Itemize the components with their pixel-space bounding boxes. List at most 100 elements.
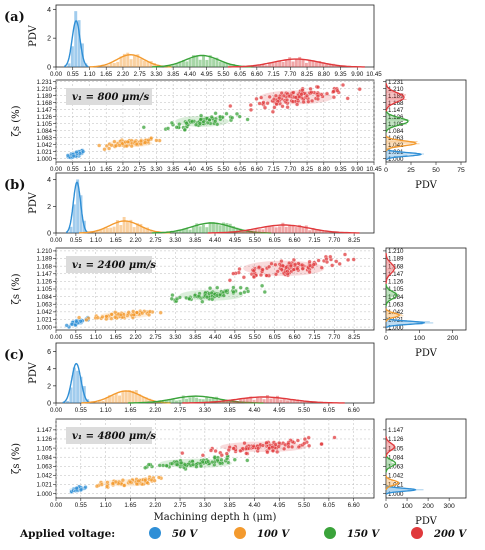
scatter-point <box>120 478 125 483</box>
main-xtick-label: 0.00 <box>50 334 63 341</box>
top-hist-bar <box>131 390 135 403</box>
top-xtick-label: 3.85 <box>224 407 237 414</box>
scatter-point <box>308 86 313 91</box>
main-ytick-label: 1.105 <box>37 286 53 293</box>
scatter-point <box>264 440 269 445</box>
main-xtick-label: 4.40 <box>209 334 222 341</box>
scatter-point <box>335 88 340 93</box>
top-hist-bar <box>255 397 259 403</box>
scatter-point <box>143 140 148 145</box>
scatter-point <box>270 448 276 453</box>
top-xtick-label: 8.25 <box>348 237 361 244</box>
main-xtick-label: 1.10 <box>100 502 113 509</box>
top-hist-bar <box>286 400 290 403</box>
top-hist-bar <box>111 395 115 403</box>
legend-marker <box>324 527 336 539</box>
main-ytick-label: 1.063 <box>37 301 53 308</box>
scatter-point <box>309 90 314 95</box>
scatter-point <box>285 271 290 276</box>
scatter-point <box>99 482 104 487</box>
side-xtick-label: 0 <box>384 167 388 174</box>
top-hist-bar <box>268 226 271 233</box>
scatter-point <box>169 296 174 301</box>
legend-label: 100 V <box>257 529 290 540</box>
scatter-point <box>164 463 169 468</box>
main-ytick-label: 1.084 <box>37 454 53 461</box>
top-xtick-label: 10.45 <box>366 71 382 78</box>
top-hist-bar <box>225 401 229 403</box>
top-hist-bar <box>215 222 219 233</box>
scatter-point <box>302 437 307 442</box>
side-xtick-label: 200 <box>447 335 459 342</box>
side-kde-line <box>385 110 409 133</box>
side-xlabel: PDV <box>415 348 438 359</box>
top-hist-bar <box>198 59 202 67</box>
scatter-point <box>117 143 122 148</box>
top-ytick-label: 0 <box>47 65 51 72</box>
top-kde-line <box>151 222 271 234</box>
scatter-point <box>131 309 136 314</box>
top-hist-bar <box>175 64 179 67</box>
top-hist-bar <box>235 227 239 233</box>
top-xtick-label: 1.10 <box>83 71 96 78</box>
scatter-point <box>277 96 282 101</box>
side-xtick-label: 100 <box>401 503 413 510</box>
scatter-point <box>245 458 250 463</box>
scatter-point <box>290 99 295 104</box>
scatter-point <box>251 274 257 280</box>
top-hist-bar <box>242 398 246 403</box>
top-xtick-label: 3.30 <box>150 71 163 78</box>
top-xtick-label: 0.55 <box>75 407 88 414</box>
top-xtick-label: 5.50 <box>249 237 262 244</box>
scatter-point <box>190 119 195 124</box>
top-ytick-label: 4 <box>47 177 51 184</box>
top-xtick-label: 0.00 <box>50 71 63 78</box>
main-ytick-label: 1.168 <box>37 100 53 107</box>
scatter-point <box>70 322 75 327</box>
scatter-point <box>193 122 199 127</box>
scatter-point <box>346 257 351 262</box>
scatter-point <box>238 285 243 290</box>
side-kde-line <box>385 454 397 473</box>
top-xtick-label: 6.05 <box>323 407 336 414</box>
top-ytick-label: 0 <box>47 401 51 408</box>
main-ytick-label: 1.210 <box>37 86 53 93</box>
scatter-point <box>270 109 275 114</box>
main-xtick-label: 4.40 <box>184 166 197 173</box>
main-ylabel: ζs (%) <box>11 443 22 474</box>
main-ytick-label: 1.042 <box>37 142 53 149</box>
top-hist-bar <box>301 227 305 233</box>
scatter-point <box>345 96 350 101</box>
scatter-point <box>138 139 144 144</box>
scatter-point <box>265 101 270 106</box>
top-hist-bar <box>328 63 332 67</box>
scatter-point <box>81 149 86 154</box>
scatter-point <box>84 317 89 322</box>
main-xtick-label: 0.00 <box>50 166 63 173</box>
scatter-point <box>147 309 153 314</box>
scatter-point <box>265 450 270 455</box>
scatter-point <box>187 296 192 301</box>
top-xtick-label: 1.10 <box>100 407 113 414</box>
scatter-point <box>262 289 267 295</box>
top-hist-bar <box>234 232 238 233</box>
scatter-point <box>231 271 236 276</box>
scatter-point <box>228 103 233 109</box>
speed-annotation: v₁ = 2400 μm/s <box>72 260 156 271</box>
top-hist-bar <box>229 400 233 403</box>
top-hist-bar <box>274 227 278 233</box>
top-hist-bar <box>168 232 172 233</box>
scatter-point <box>207 117 212 122</box>
top-xtick-label: 6.05 <box>234 71 247 78</box>
scatter-point <box>146 462 151 467</box>
top-xtick-label: 7.70 <box>328 237 341 244</box>
top-xtick-label: 2.20 <box>129 237 142 244</box>
scatter-point <box>238 448 243 453</box>
scatter-point <box>319 442 324 447</box>
scatter-point <box>215 458 220 463</box>
top-hist-bar <box>321 62 325 67</box>
top-hist-bar <box>279 399 283 403</box>
scatter-point <box>156 475 162 480</box>
scatter-point <box>149 136 154 141</box>
